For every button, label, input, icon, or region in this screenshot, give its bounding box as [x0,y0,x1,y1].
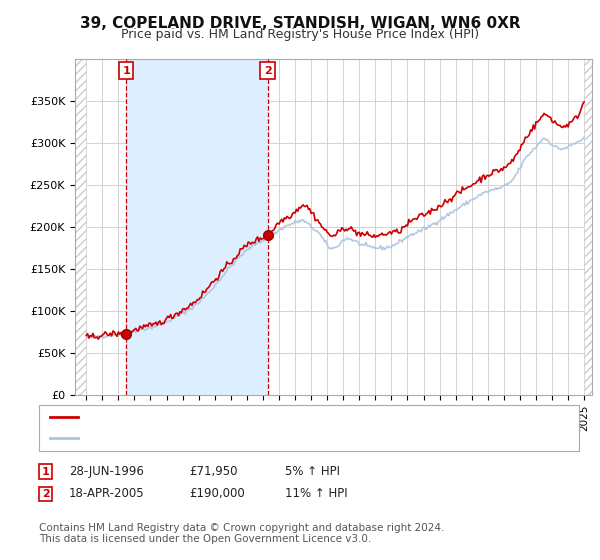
Text: 2: 2 [42,489,49,499]
Text: Contains HM Land Registry data © Crown copyright and database right 2024.: Contains HM Land Registry data © Crown c… [39,523,445,533]
Text: 11% ↑ HPI: 11% ↑ HPI [285,487,347,501]
Text: 1: 1 [122,66,130,76]
Text: 18-APR-2005: 18-APR-2005 [69,487,145,501]
Text: 39, COPELAND DRIVE, STANDISH, WIGAN, WN6 0XR (detached house): 39, COPELAND DRIVE, STANDISH, WIGAN, WN6… [84,412,467,422]
Text: HPI: Average price, detached house, Wigan: HPI: Average price, detached house, Wiga… [84,433,320,444]
Text: This data is licensed under the Open Government Licence v3.0.: This data is licensed under the Open Gov… [39,534,371,544]
Text: 28-JUN-1996: 28-JUN-1996 [69,465,144,478]
Text: £71,950: £71,950 [189,465,238,478]
Bar [126,59,268,395]
Text: £190,000: £190,000 [189,487,245,501]
Text: Price paid vs. HM Land Registry's House Price Index (HPI): Price paid vs. HM Land Registry's House … [121,28,479,41]
Text: 39, COPELAND DRIVE, STANDISH, WIGAN, WN6 0XR: 39, COPELAND DRIVE, STANDISH, WIGAN, WN6… [80,16,520,31]
Text: 5% ↑ HPI: 5% ↑ HPI [285,465,340,478]
Text: 1: 1 [42,466,49,477]
Text: 2: 2 [264,66,271,76]
